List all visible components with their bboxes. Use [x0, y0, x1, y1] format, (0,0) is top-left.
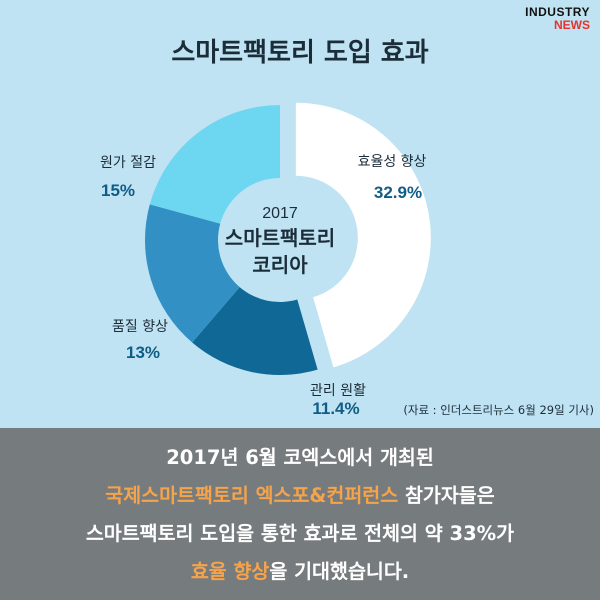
source-note: (자료 : 인더스트리뉴스 6월 29일 기사) [403, 403, 594, 417]
industry-news-logo: INDUSTRY NEWS [525, 6, 590, 31]
center-line-1: 스마트팩토리 [225, 226, 335, 250]
label-efficiency-value: 32.9% [374, 183, 422, 202]
center-year: 2017 [262, 205, 298, 222]
slice-quality [145, 204, 240, 343]
summary-panel: 2017년 6월 코엑스에서 개최된 국제스마트팩토리 엑스포&컨퍼런스 참가자… [0, 428, 600, 600]
summary-line-1: 2017년 6월 코엑스에서 개최된 [166, 446, 434, 469]
summary-highlight-event: 국제스마트팩토리 엑스포&컨퍼런스 [105, 484, 399, 507]
donut-chart: 2017 스마트팩토리 코리아 효율성 향상 32.9% 관리 원활 11.4%… [100, 102, 431, 418]
logo-line-1: INDUSTRY [525, 5, 590, 19]
summary-line-4: 효율 향상을 기대했습니다. [0, 555, 600, 584]
center-line-2: 코리아 [252, 253, 308, 277]
chart-slices [145, 102, 431, 375]
label-cost-value: 15% [101, 181, 135, 200]
label-efficiency-category: 효율성 향상 [358, 154, 427, 170]
slice-cost [149, 105, 280, 224]
logo-line-2: NEWS [554, 18, 590, 32]
slice-labels: 효율성 향상 32.9% 관리 원활 11.4% 품질 향상 13% 원가 절감… [100, 154, 427, 418]
label-quality-category: 품질 향상 [112, 319, 168, 335]
summary-line-2-rest: 참가자들은 [398, 484, 495, 507]
label-quality-value: 13% [126, 343, 160, 362]
summary-highlight-efficiency: 효율 향상 [190, 560, 270, 583]
summary-line-2: 국제스마트팩토리 엑스포&컨퍼런스 참가자들은 [0, 479, 600, 508]
slice-management [192, 287, 318, 375]
center-label: 2017 스마트팩토리 코리아 [225, 205, 335, 277]
label-management-category: 관리 원활 [310, 383, 366, 399]
label-cost-category: 원가 절감 [100, 155, 156, 171]
chart-title: 스마트팩토리 도입 효과 [171, 38, 429, 68]
slice-efficiency [295, 102, 431, 368]
label-management-value: 11.4% [312, 399, 359, 418]
summary-line-3: 스마트팩토리 도입을 통한 효과로 전체의 약 33%가 [85, 522, 515, 545]
summary-line-4-rest: 을 기대했습니다. [269, 560, 410, 583]
